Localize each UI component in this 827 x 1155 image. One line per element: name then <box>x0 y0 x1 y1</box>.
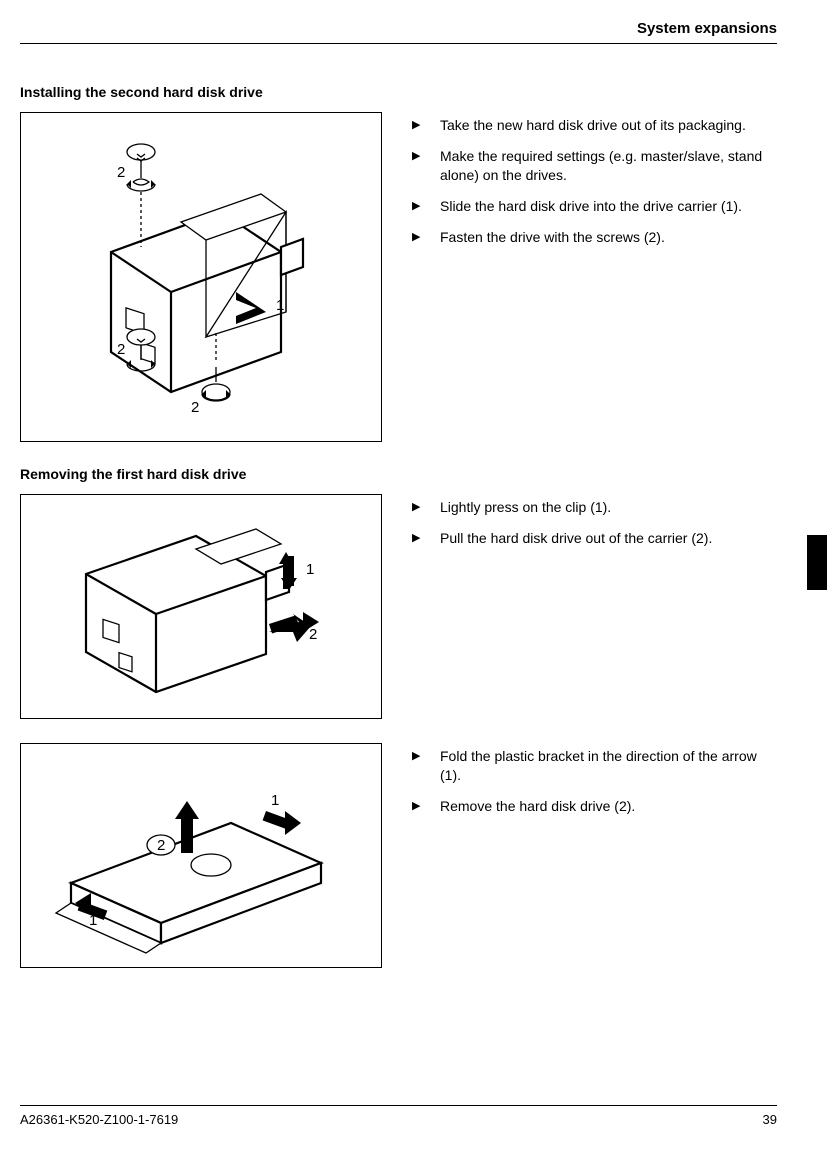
section2-block2-steps: ▶ Fold the plastic bracket in the directi… <box>412 743 777 828</box>
bullet-icon: ▶ <box>412 498 422 517</box>
figure-remove-step2: 2 1 1 <box>20 743 382 968</box>
fig-label-2c: 2 <box>191 399 199 416</box>
page-header-title: System expansions <box>20 20 777 37</box>
fig-label-2a: 2 <box>117 164 125 181</box>
page-footer: A26361-K520-Z100-1-7619 39 <box>20 1105 777 1127</box>
section2-block1-steps: ▶ Lightly press on the clip (1). ▶ Pull th… <box>412 494 777 560</box>
step-text: Pull the hard disk drive out of the carr… <box>440 529 712 548</box>
step-text: Make the required settings (e.g. master/… <box>440 147 777 185</box>
bullet-icon: ▶ <box>412 797 422 816</box>
figure-remove-step1: 1 2 <box>20 494 382 719</box>
bullet-icon: ▶ <box>412 116 422 135</box>
section-installing: Installing the second hard disk drive <box>20 84 777 442</box>
section-removing: Removing the first hard disk drive <box>20 466 777 968</box>
figb-label-1: 1 <box>306 561 314 578</box>
step-text: Slide the hard disk drive into the drive… <box>440 197 742 216</box>
bullet-icon: ▶ <box>412 529 422 548</box>
bullet-icon: ▶ <box>412 228 422 247</box>
figure-install-hdd: 2 2 2 1 <box>20 112 382 442</box>
illustration-remove2: 2 1 1 <box>31 753 371 958</box>
illustration-install: 2 2 2 1 <box>31 122 371 432</box>
step-text: Remove the hard disk drive (2). <box>440 797 635 816</box>
footer-page-number: 39 <box>763 1112 777 1127</box>
figc-label-2: 2 <box>157 837 165 854</box>
step-text: Fold the plastic bracket in the directio… <box>440 747 777 785</box>
step-text: Fasten the drive with the screws (2). <box>440 228 665 247</box>
fig-label-2b: 2 <box>117 341 125 358</box>
figc-label-1b: 1 <box>271 792 279 809</box>
section2-title: Removing the first hard disk drive <box>20 466 777 482</box>
side-tab-marker <box>807 535 827 590</box>
figc-label-1a: 1 <box>89 912 97 929</box>
bullet-icon: ▶ <box>412 747 422 785</box>
fig-label-1: 1 <box>276 297 284 314</box>
figb-label-2: 2 <box>309 626 317 643</box>
footer-doc-id: A26361-K520-Z100-1-7619 <box>20 1112 178 1127</box>
section1-steps: ▶ Take the new hard disk drive out of its… <box>412 112 777 258</box>
bullet-icon: ▶ <box>412 197 422 216</box>
section1-title: Installing the second hard disk drive <box>20 84 777 100</box>
step-text: Lightly press on the clip (1). <box>440 498 611 517</box>
illustration-remove1: 1 2 <box>31 504 371 709</box>
bullet-icon: ▶ <box>412 147 422 185</box>
step-text: Take the new hard disk drive out of its … <box>440 116 746 135</box>
